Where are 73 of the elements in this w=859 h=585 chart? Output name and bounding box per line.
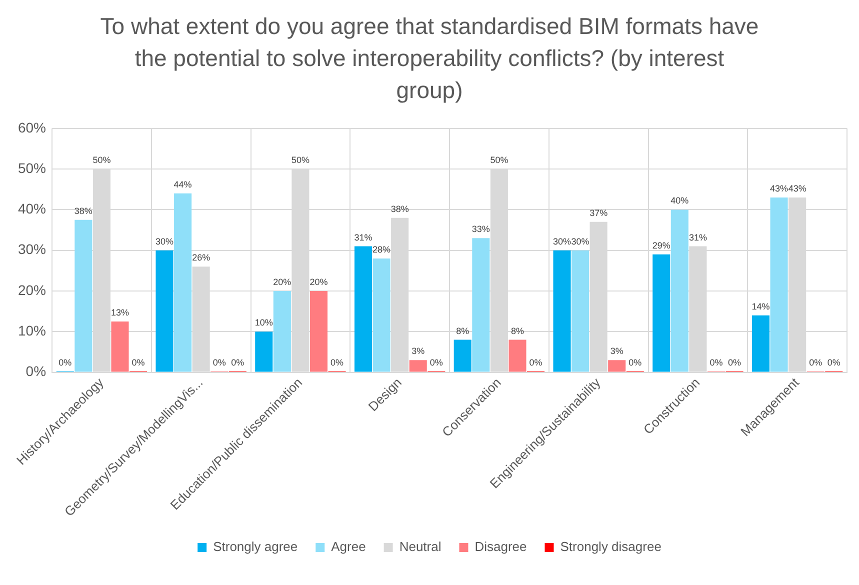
data-label: 3%	[412, 346, 425, 356]
data-label: 30%	[571, 236, 590, 246]
data-label: 8%	[456, 326, 470, 336]
data-label: 38%	[390, 204, 409, 214]
data-label: 0%	[809, 357, 822, 368]
bar	[508, 340, 526, 372]
y-tick-label: 40%	[18, 200, 46, 217]
data-label: 3%	[610, 346, 624, 356]
data-label: 31%	[688, 232, 707, 242]
legend-label: Strongly agree	[213, 539, 298, 554]
bar	[255, 332, 273, 372]
data-label: 43%	[788, 183, 806, 194]
data-label: 0%	[132, 357, 145, 368]
data-label: 20%	[310, 276, 328, 287]
data-label: 0%	[628, 357, 642, 368]
bar	[652, 254, 670, 372]
data-label: 50%	[291, 155, 310, 166]
data-label: 28%	[372, 244, 391, 254]
data-label: 0%	[330, 357, 344, 368]
bar	[572, 250, 590, 372]
data-label: 0%	[728, 357, 742, 368]
data-label: 0%	[212, 357, 226, 368]
data-label: 13%	[110, 307, 129, 318]
bar	[770, 198, 788, 372]
y-tick-label: 10%	[18, 322, 46, 338]
bar	[553, 250, 571, 372]
data-label: 0%	[430, 357, 443, 368]
data-label: 50%	[92, 155, 111, 166]
data-label: 20%	[273, 276, 292, 287]
legend-label: Agree	[331, 539, 366, 554]
legend-label: Strongly disagree	[560, 539, 662, 554]
y-tick-label: 50%	[18, 160, 46, 176]
bar	[111, 321, 129, 372]
bar	[273, 290, 291, 372]
data-label: 31%	[354, 232, 372, 242]
bar	[74, 220, 92, 372]
bar	[752, 315, 770, 372]
bar	[409, 360, 427, 372]
y-tick-label: 0%	[26, 363, 46, 380]
data-label: 30%	[156, 236, 174, 246]
legend-label: Neutral	[399, 539, 442, 554]
data-label: 0%	[827, 357, 840, 368]
bar	[174, 193, 192, 372]
data-label: 29%	[652, 240, 670, 250]
data-label: 38%	[74, 206, 92, 216]
legend-label: Disagree	[474, 539, 527, 554]
y-tick-label: 60%	[18, 119, 46, 136]
data-label: 40%	[670, 196, 689, 206]
data-label: 44%	[174, 179, 192, 190]
data-label: 0%	[710, 357, 723, 368]
bar	[670, 210, 688, 372]
bar	[354, 246, 372, 372]
bar	[310, 290, 328, 372]
y-tick-label: 20%	[18, 282, 46, 298]
bar	[608, 360, 626, 372]
data-label: 43%	[770, 183, 788, 194]
bar	[372, 258, 390, 372]
data-label: 0%	[231, 357, 244, 368]
data-label: 14%	[752, 301, 770, 312]
data-label: 0%	[58, 357, 72, 368]
data-label: 37%	[590, 208, 608, 218]
chart-title: To what extent do you agree that standardised BIM formats have the potential to solve interoperability conflicts? (by interest group)	[100, 12, 760, 105]
data-label: 26%	[192, 252, 210, 263]
data-label: 0%	[529, 357, 542, 368]
data-label: 8%	[510, 326, 524, 336]
data-label: 50%	[490, 155, 508, 166]
y-tick-label: 30%	[18, 241, 46, 258]
bar	[156, 250, 174, 372]
bar	[472, 238, 490, 372]
data-label: 10%	[254, 318, 273, 328]
bar	[454, 340, 472, 372]
data-label: 33%	[472, 224, 490, 234]
data-label: 30%	[552, 236, 572, 246]
